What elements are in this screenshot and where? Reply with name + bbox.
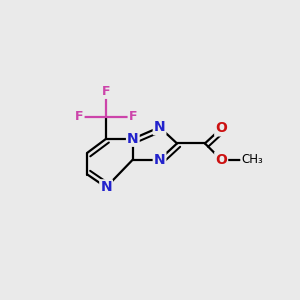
Text: O: O (215, 153, 227, 166)
Text: N: N (154, 153, 165, 166)
Text: CH₃: CH₃ (241, 153, 263, 166)
Text: F: F (129, 110, 137, 123)
Text: F: F (102, 85, 110, 98)
Text: N: N (100, 180, 112, 194)
Text: N: N (154, 120, 165, 134)
Text: O: O (215, 122, 227, 135)
Text: F: F (75, 110, 84, 123)
Text: N: N (127, 132, 139, 146)
